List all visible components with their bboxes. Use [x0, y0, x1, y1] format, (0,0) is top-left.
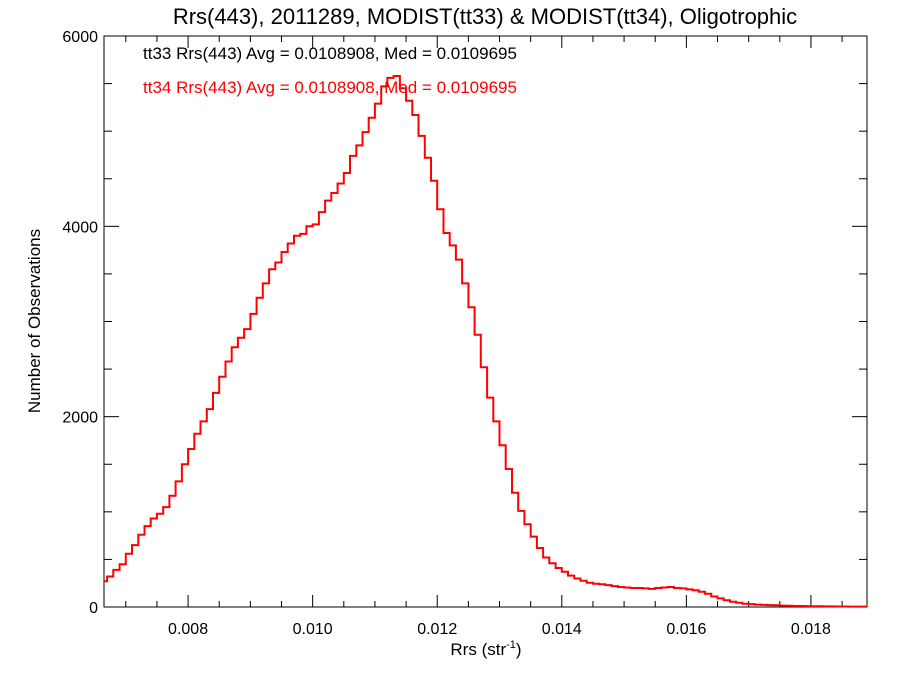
- x-tick-label: 0.014: [542, 621, 582, 638]
- annotation-tt33-stats: tt33 Rrs(443) Avg = 0.0108908, Med = 0.0…: [143, 44, 517, 63]
- x-axis-label-main: Rrs (str: [450, 640, 506, 659]
- y-tick-label: 4000: [62, 219, 98, 236]
- x-tick-label: 0.008: [168, 621, 208, 638]
- x-tick-label: 0.010: [293, 621, 333, 638]
- x-tick-label: 0.016: [666, 621, 706, 638]
- x-tick-labels: 0.008 0.010 0.012 0.014 0.016 0.018: [168, 621, 831, 638]
- x-tick-label: 0.018: [791, 621, 831, 638]
- x-axis-label: Rrs (str-1): [450, 639, 521, 659]
- y-axis-label: Number of Observations: [25, 229, 44, 413]
- y-tick-label: 2000: [62, 410, 98, 427]
- axis-ticks: [104, 35, 867, 608]
- x-axis-label-superscript: -1: [506, 639, 516, 651]
- y-tick-label: 0: [89, 600, 98, 617]
- plot-frame: [103, 35, 868, 608]
- y-tick-label: 6000: [62, 29, 98, 46]
- y-tick-labels: 0 2000 4000 6000: [62, 29, 98, 617]
- annotation-tt34-stats: tt34 Rrs(443) Avg = 0.0108908, Med = 0.0…: [143, 78, 517, 97]
- chart-title: Rrs(443), 2011289, MODIST(tt33) & MODIST…: [173, 4, 797, 29]
- histogram-series-tt34: [104, 75, 867, 608]
- x-tick-label: 0.012: [417, 621, 457, 638]
- x-axis-label-close: ): [516, 640, 522, 659]
